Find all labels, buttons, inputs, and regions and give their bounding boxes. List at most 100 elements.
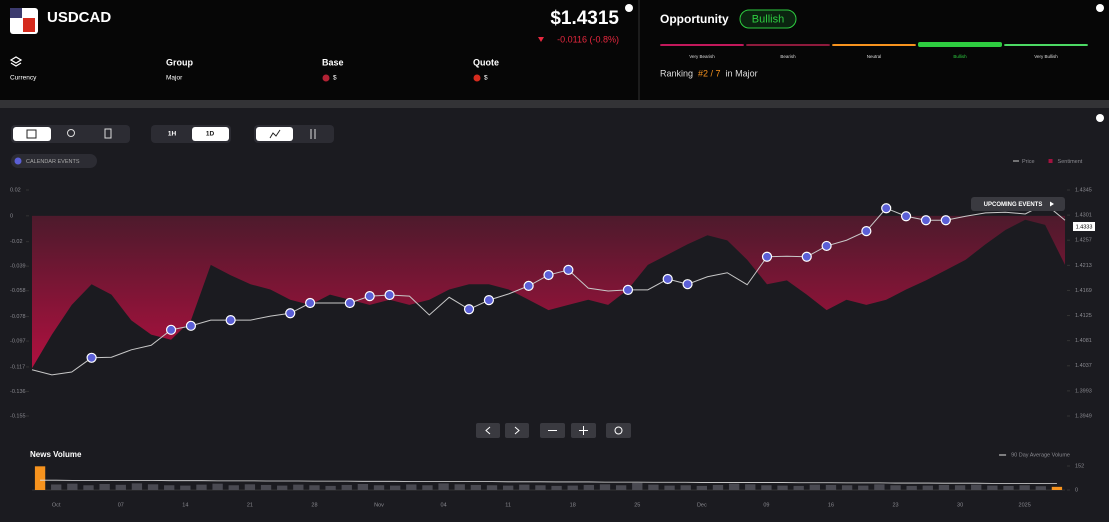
legend-label: Price [1022, 159, 1035, 165]
volume-bar [115, 484, 126, 490]
y-tick-label: -0.097 [10, 339, 26, 345]
volume-bar [858, 485, 869, 490]
y-tick-label: -0.039 [10, 264, 26, 270]
info-icon[interactable] [1096, 4, 1104, 12]
scale-segment [746, 44, 830, 46]
pan-right[interactable] [505, 423, 529, 438]
calendar-event [920, 215, 932, 226]
candle-button[interactable] [310, 129, 316, 139]
flag-icon [10, 8, 38, 34]
volume-bar [325, 485, 336, 490]
stack-icon [9, 56, 23, 67]
quote: $ [484, 75, 488, 82]
header-panel [0, 0, 1109, 100]
legend-label: 90 Day Average Volume [1011, 452, 1070, 458]
info-icon[interactable] [1096, 114, 1104, 122]
volume-bar [373, 485, 385, 490]
y-tick-label: 0 [10, 213, 13, 219]
main-chart: 0.02 0 -0.02 -0.039 -0.058 -0.078 -0.097 -0.117… [10, 159, 1095, 419]
volume-tick-label: 0 [1075, 487, 1078, 493]
y-tick-label: -0.058 [10, 288, 26, 294]
calendar-event [821, 240, 832, 252]
base-flag [322, 74, 330, 82]
pan-left[interactable] [476, 423, 500, 438]
calendar-event [761, 251, 773, 262]
interval-button[interactable]: 1H [168, 131, 177, 138]
reset[interactable] [606, 423, 631, 438]
group-label: Group [166, 57, 193, 67]
y2-tick-label: 1.3949 [1075, 413, 1092, 419]
volume-bar [712, 484, 724, 490]
y-tick-label: 0.02 [10, 187, 21, 193]
interval-button[interactable]: 1D [206, 131, 215, 138]
x-tick-label: 07 [118, 502, 124, 508]
volume-bar [1051, 486, 1063, 490]
y2-tick-label: 1.4257 [1075, 238, 1092, 244]
volume-bar [761, 485, 772, 490]
calendar-event [463, 304, 475, 315]
calendar-event [563, 264, 574, 275]
volume-bar [212, 483, 223, 490]
events-chip[interactable] [11, 154, 97, 168]
y-tick-label: -0.155 [10, 413, 26, 419]
ranking-value: #2 / 7 [698, 68, 721, 78]
x-tick-label: 2025 [1019, 502, 1031, 508]
volume-bar [486, 485, 498, 490]
volume-bar [809, 484, 820, 490]
calendar-button[interactable] [13, 127, 51, 141]
volume-bar [987, 485, 998, 490]
x-tick-label: 09 [763, 502, 769, 508]
upcoming-events-button[interactable] [971, 197, 1065, 211]
calendar-event [364, 291, 375, 302]
volume-bar [890, 485, 901, 490]
ranking-suffix: in Major [726, 68, 758, 78]
rating-pill [739, 9, 797, 29]
volume-bar [99, 484, 110, 490]
calendar-event [86, 352, 97, 363]
volume-bar [422, 485, 433, 490]
volume-bar [696, 485, 708, 490]
bulb-button[interactable] [67, 129, 75, 137]
volume-bar [341, 484, 352, 490]
calendar-event [900, 211, 912, 222]
info-icon[interactable] [625, 4, 633, 12]
volume-bar [389, 485, 401, 490]
calendar-event [523, 280, 534, 291]
y2-tick-label: 1.4301 [1075, 213, 1092, 219]
sentiment-area [32, 215, 1065, 369]
quote-flag [473, 74, 481, 82]
calendar-event [881, 203, 892, 214]
scale-segment [660, 44, 744, 46]
calendar-event [861, 225, 872, 237]
volume-chart: News Volume 0 152 Oct 07 14 21 28 Nov 04 11 18 25 Dec… [30, 450, 1084, 508]
volume-bar [664, 485, 675, 490]
volume-bar [260, 484, 272, 490]
volume-bar [567, 485, 578, 490]
volume-bar [599, 484, 611, 490]
volume-bar [938, 484, 950, 490]
y2-tick-label: 1.4037 [1075, 363, 1092, 369]
calendar-event [384, 289, 395, 301]
report-button[interactable] [104, 128, 112, 139]
rating: Bullish [752, 13, 784, 25]
volume-bar [922, 485, 933, 490]
volume-bar [470, 484, 482, 490]
scale-segment [1004, 44, 1088, 46]
type: Currency [10, 75, 37, 82]
y2-tick-label: 1.4081 [1075, 338, 1092, 344]
scale-segment [918, 42, 1002, 47]
volume-bar [502, 485, 514, 490]
x-tick-label: 11 [505, 502, 511, 508]
legend-swatch [1048, 159, 1053, 163]
price-change: -0.0116 (-0.8%) [557, 34, 619, 44]
x-tick-label: 28 [311, 502, 317, 508]
volume-bar [1003, 485, 1014, 490]
calendar-event [185, 320, 197, 331]
events-chip-icon [14, 157, 22, 165]
volume-bar [34, 466, 46, 490]
volume-bar [357, 484, 369, 490]
volume-bar [51, 484, 62, 490]
volume-bar [309, 485, 320, 490]
volume-bar [615, 485, 627, 490]
